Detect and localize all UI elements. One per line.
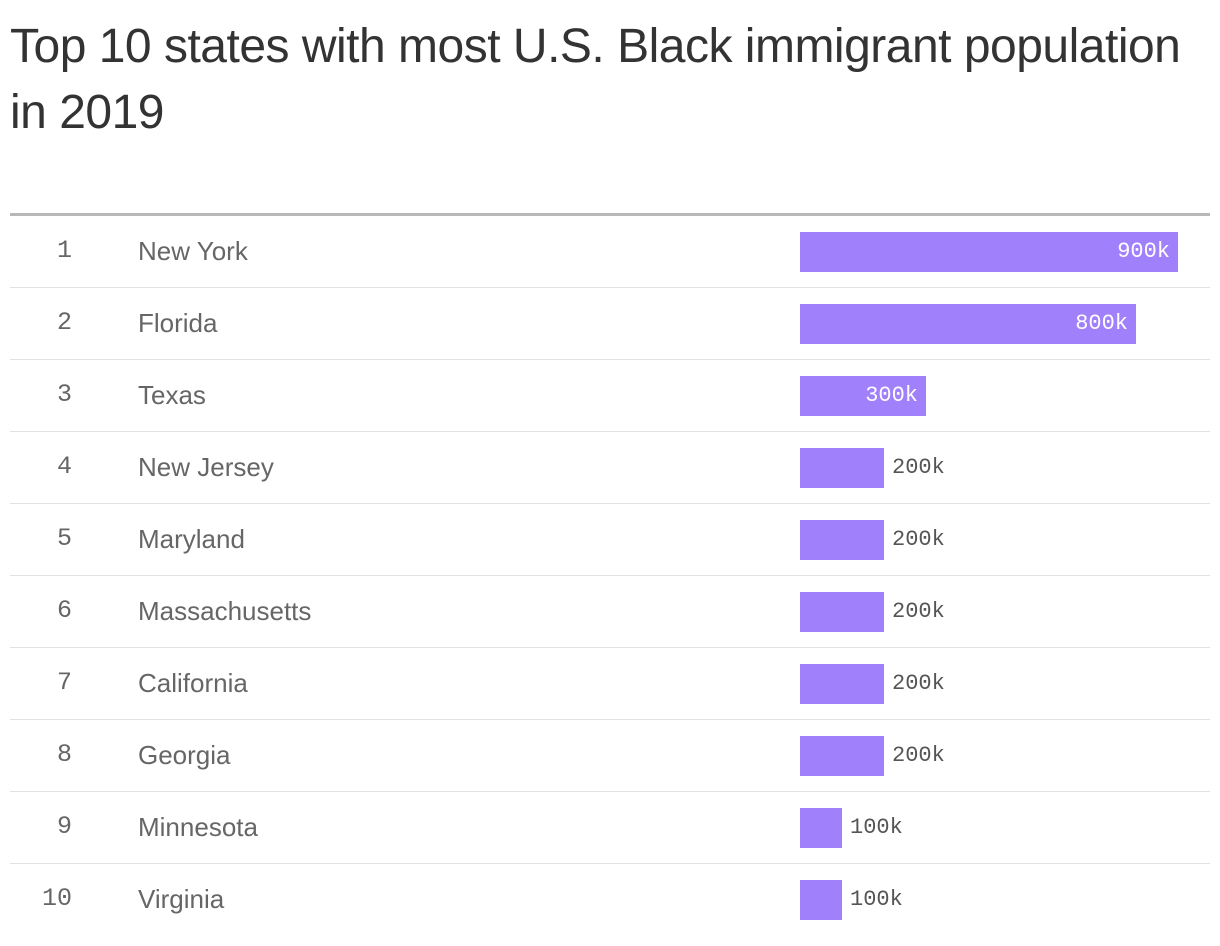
rank-label: 8 bbox=[56, 740, 72, 769]
value-label: 900k bbox=[1117, 239, 1170, 264]
value-label: 300k bbox=[865, 383, 918, 408]
state-label: Florida bbox=[138, 308, 218, 338]
state-label: Texas bbox=[138, 380, 206, 410]
rank-label: 2 bbox=[56, 308, 72, 337]
rank-label: 9 bbox=[56, 812, 72, 841]
table-row: 3 Texas 300k bbox=[10, 360, 1210, 432]
table-row: 10 Virginia 100k bbox=[10, 864, 1210, 936]
value-label: 200k bbox=[892, 455, 945, 480]
value-label: 200k bbox=[892, 671, 945, 696]
rank-label: 5 bbox=[56, 524, 72, 553]
value-label: 800k bbox=[1075, 311, 1128, 336]
table-row: 7 California 200k bbox=[10, 648, 1210, 720]
population-bar bbox=[800, 736, 884, 776]
value-label: 100k bbox=[850, 815, 903, 840]
value-label: 200k bbox=[892, 743, 945, 768]
table-row: 6 Massachusetts 200k bbox=[10, 576, 1210, 648]
state-label: California bbox=[138, 668, 248, 698]
state-label: Maryland bbox=[138, 524, 245, 554]
state-label: Virginia bbox=[138, 884, 225, 914]
state-label: New York bbox=[138, 236, 248, 266]
population-bar bbox=[800, 448, 884, 488]
rank-label: 3 bbox=[56, 380, 72, 409]
value-label: 100k bbox=[850, 887, 903, 912]
population-bar bbox=[800, 808, 842, 848]
ranking-table: 1 New York 900k 2 Florida 800k 3 Texas 300k 4 New … bbox=[10, 216, 1210, 936]
table-row: 1 New York 900k bbox=[10, 216, 1210, 288]
rank-label: 4 bbox=[56, 452, 72, 481]
value-label: 200k bbox=[892, 599, 945, 624]
state-label: New Jersey bbox=[138, 452, 274, 482]
rank-label: 1 bbox=[56, 236, 72, 265]
table-row: 8 Georgia 200k bbox=[10, 720, 1210, 792]
state-label: Minnesota bbox=[138, 812, 258, 842]
population-bar bbox=[800, 592, 884, 632]
table-row: 2 Florida 800k bbox=[10, 288, 1210, 360]
table-row: 5 Maryland 200k bbox=[10, 504, 1210, 576]
table-row: 9 Minnesota 100k bbox=[10, 792, 1210, 864]
table-top-rule bbox=[10, 213, 1210, 216]
value-label: 200k bbox=[892, 527, 945, 552]
table-row: 4 New Jersey 200k bbox=[10, 432, 1210, 504]
population-bar bbox=[800, 664, 884, 704]
rank-label: 6 bbox=[56, 596, 72, 625]
state-label: Massachusetts bbox=[138, 596, 312, 626]
population-bar bbox=[800, 232, 1178, 272]
population-bar bbox=[800, 376, 926, 416]
rank-label: 10 bbox=[41, 884, 72, 913]
chart-title: Top 10 states with most U.S. Black immig… bbox=[10, 20, 1181, 139]
population-bar bbox=[800, 520, 884, 560]
population-bar bbox=[800, 304, 1136, 344]
population-bar bbox=[800, 880, 842, 920]
rank-label: 7 bbox=[56, 668, 72, 697]
state-label: Georgia bbox=[138, 740, 231, 770]
